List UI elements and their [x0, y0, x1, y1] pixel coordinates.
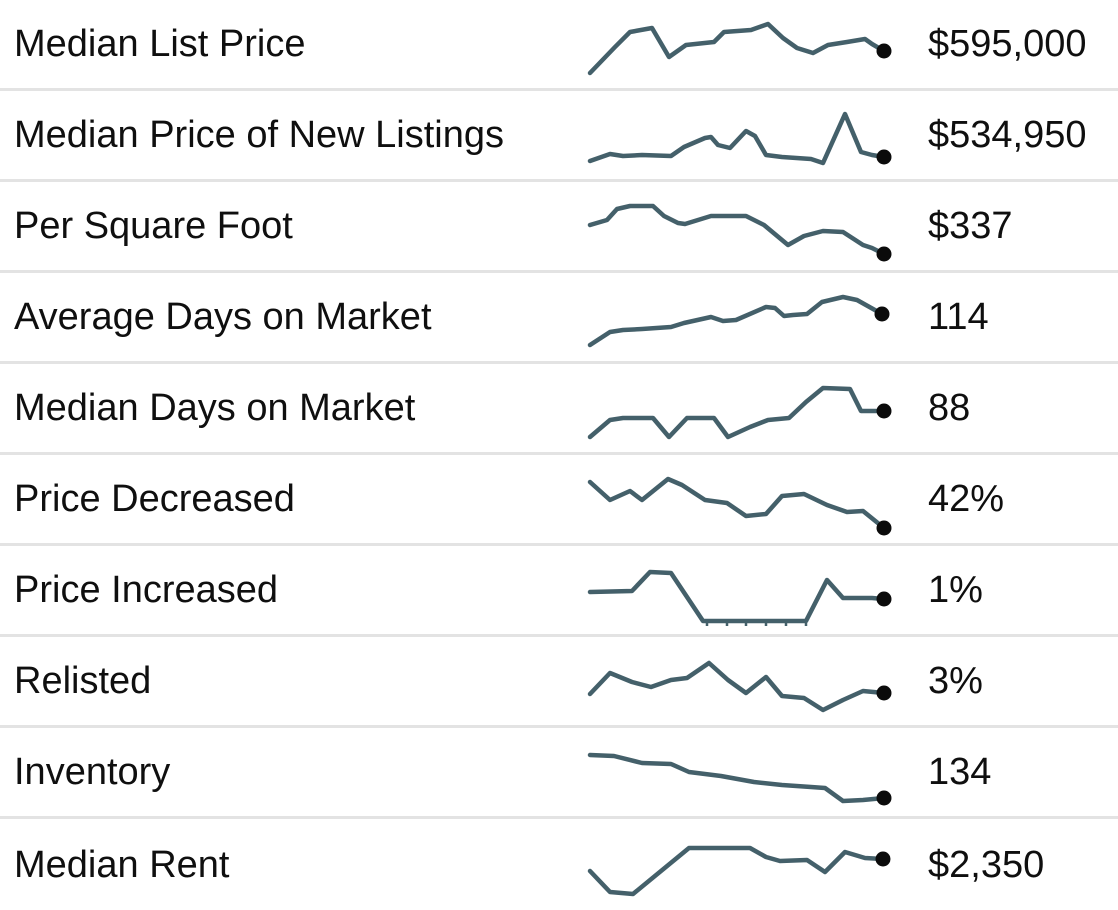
metric-value: 134	[928, 751, 992, 793]
sparkline-end-dot	[875, 851, 891, 867]
sparkline-end-dot	[876, 43, 892, 59]
metric-row: Median Days on Market 88	[0, 364, 1118, 455]
sparkline-chart[interactable]	[585, 273, 915, 364]
metric-label: Median List Price	[14, 23, 306, 65]
metric-value: $595,000	[928, 23, 1087, 65]
sparkline-chart[interactable]	[585, 182, 915, 273]
metric-label: Inventory	[14, 751, 171, 793]
metric-label: Price Decreased	[14, 478, 295, 520]
sparkline-end-dot	[876, 790, 892, 806]
sparkline-path	[587, 111, 887, 166]
sparkline-end-dot	[876, 591, 892, 607]
metric-row: Per Square Foot $337	[0, 182, 1118, 273]
sparkline-chart[interactable]	[585, 364, 915, 455]
sparkline-chart[interactable]	[585, 546, 915, 637]
sparkline-path	[587, 294, 885, 348]
metric-row: Relisted 3%	[0, 637, 1118, 728]
sparkline-path	[587, 845, 886, 897]
metric-row: Median List Price $595,000	[0, 0, 1118, 91]
metric-row: Price Increased 1%	[0, 546, 1118, 637]
metric-value: 114	[928, 296, 989, 338]
sparkline-path	[587, 660, 887, 713]
sparkline-path	[587, 476, 887, 531]
sparkline-chart[interactable]	[585, 91, 915, 182]
metric-label: Price Increased	[14, 569, 279, 611]
sparkline-chart[interactable]	[585, 637, 915, 728]
metric-label: Median Days on Market	[14, 387, 416, 429]
metric-label: Median Rent	[14, 843, 230, 886]
sparkline-path	[587, 569, 887, 624]
metric-value: 88	[928, 387, 971, 429]
metric-row: Price Decreased 42%	[0, 455, 1118, 546]
metric-value: 1%	[928, 569, 983, 611]
metric-label: Median Price of New Listings	[14, 114, 504, 156]
sparkline-end-dot	[876, 520, 892, 536]
metric-label: Per Square Foot	[14, 205, 293, 247]
sparkline-chart[interactable]	[585, 455, 915, 546]
metric-value: $534,950	[928, 114, 1087, 156]
metric-label: Average Days on Market	[14, 296, 432, 338]
metric-label: Relisted	[14, 660, 152, 702]
sparkline-path	[587, 21, 887, 76]
sparkline-end-dot	[876, 149, 892, 165]
sparkline-end-dot	[874, 306, 890, 322]
sparkline-end-dot	[876, 403, 892, 419]
metric-row: Median Rent $2,350	[0, 819, 1118, 910]
metric-row: Median Price of New Listings $534,950	[0, 91, 1118, 182]
metric-value: $2,350	[928, 843, 1045, 886]
sparkline-path	[587, 752, 887, 804]
metric-value: 3%	[928, 660, 983, 702]
sparkline-chart[interactable]	[585, 819, 915, 910]
sparkline-end-dot	[876, 246, 892, 262]
metric-value: 42%	[928, 478, 1005, 520]
sparkline-chart[interactable]	[585, 728, 915, 819]
metric-row: Average Days on Market 114	[0, 273, 1118, 364]
metric-value: $337	[928, 205, 1013, 247]
sparkline-path	[587, 385, 887, 440]
sparkline-path	[587, 203, 887, 257]
metric-row: Inventory 134	[0, 728, 1118, 819]
sparkline-chart[interactable]	[585, 0, 915, 91]
sparkline-end-dot	[876, 685, 892, 701]
